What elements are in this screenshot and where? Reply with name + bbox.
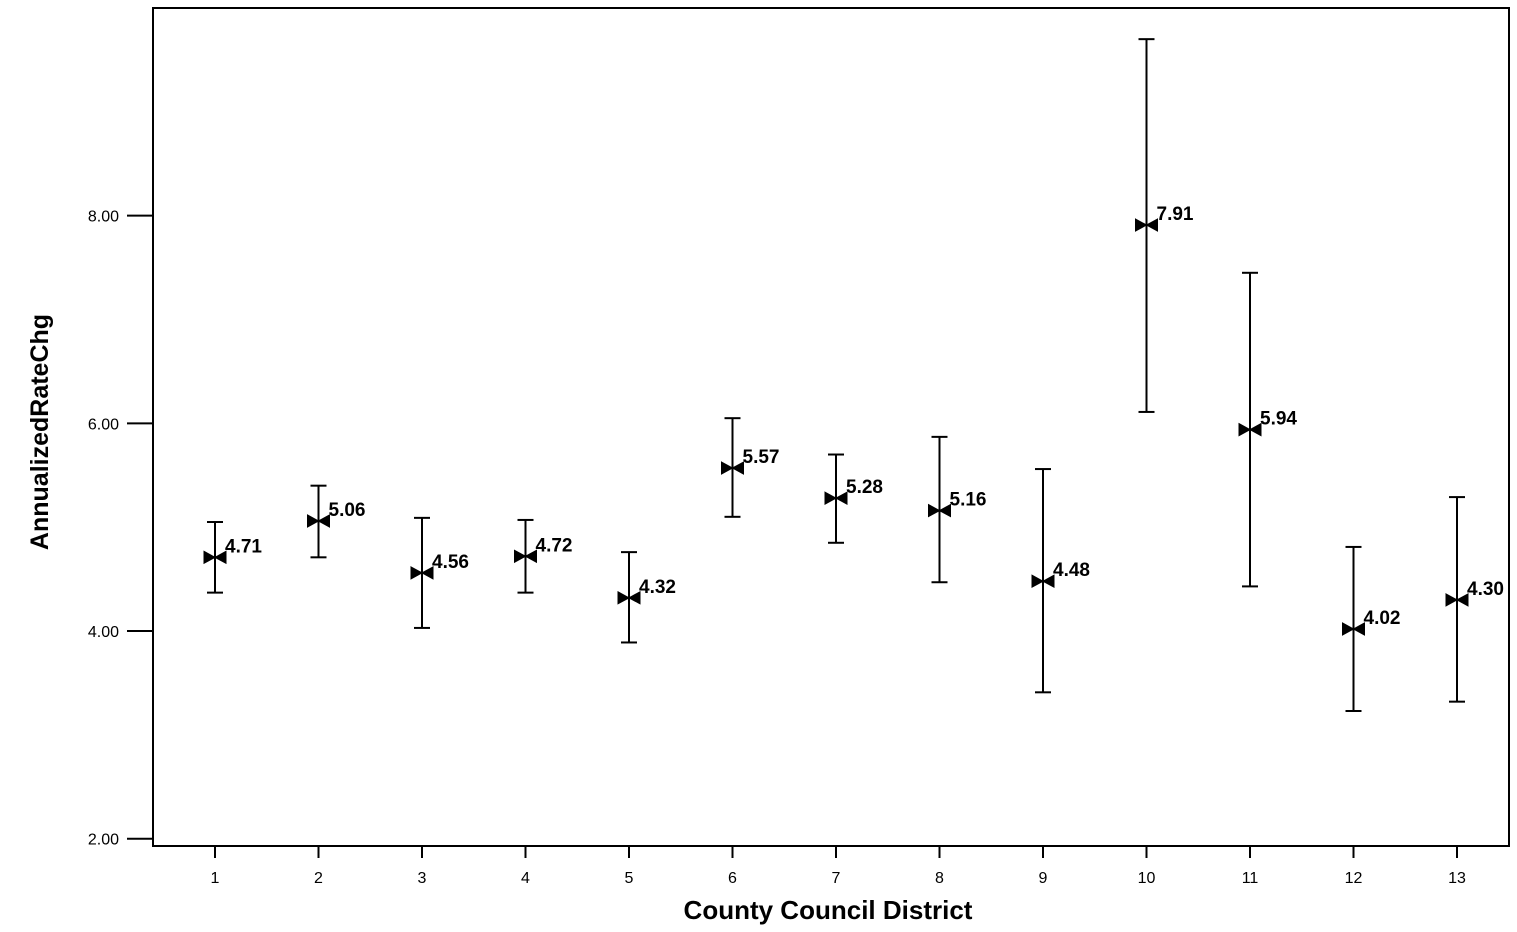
data-label: 7.91 xyxy=(1157,204,1194,225)
y-tick-label: 2.00 xyxy=(88,832,119,849)
x-tick-label: 10 xyxy=(1138,870,1156,887)
x-axis-title: County Council District xyxy=(684,895,973,925)
data-label: 5.57 xyxy=(743,447,780,468)
data-label: 5.94 xyxy=(1260,409,1297,430)
x-tick-label: 5 xyxy=(625,870,634,887)
x-tick-label: 4 xyxy=(521,870,530,887)
x-axis: 1 2 3 4 5 6 7 8 9 10 11 12 13 xyxy=(211,846,1466,887)
y-tick-label: 6.00 xyxy=(88,416,119,433)
x-tick-label: 1 xyxy=(211,870,220,887)
data-label: 4.48 xyxy=(1053,560,1090,581)
data-label: 4.72 xyxy=(536,535,573,556)
x-tick-label: 3 xyxy=(418,870,427,887)
data-label: 5.16 xyxy=(950,490,987,511)
data-label: 5.06 xyxy=(329,500,366,521)
data-marks: 4.71 5.06 4.56 4.72 4.32 5.57 5.28 5.16 4.48 7.91… xyxy=(203,38,1504,713)
y-axis-title: AnnualizedRateChg xyxy=(26,314,54,550)
x-tick-label: 9 xyxy=(1039,870,1048,887)
data-label: 4.56 xyxy=(432,552,469,573)
x-tick-label: 2 xyxy=(314,870,323,887)
x-tick-label: 8 xyxy=(935,870,944,887)
data-label: 5.28 xyxy=(846,477,883,498)
x-tick-label: 12 xyxy=(1345,870,1363,887)
x-tick-label: 13 xyxy=(1448,870,1466,887)
y-tick-label: 4.00 xyxy=(88,624,119,641)
y-axis: 2.00 4.00 6.00 8.00 xyxy=(88,209,153,849)
data-label: 4.71 xyxy=(225,536,262,557)
data-label: 4.32 xyxy=(639,577,676,598)
x-tick-label: 6 xyxy=(728,870,737,887)
plot-area-frame xyxy=(152,7,1510,847)
data-label: 4.02 xyxy=(1364,608,1401,629)
y-tick-label: 8.00 xyxy=(88,209,119,226)
x-tick-label: 11 xyxy=(1242,870,1259,887)
data-label: 4.30 xyxy=(1467,579,1504,600)
x-tick-label: 7 xyxy=(832,870,841,887)
